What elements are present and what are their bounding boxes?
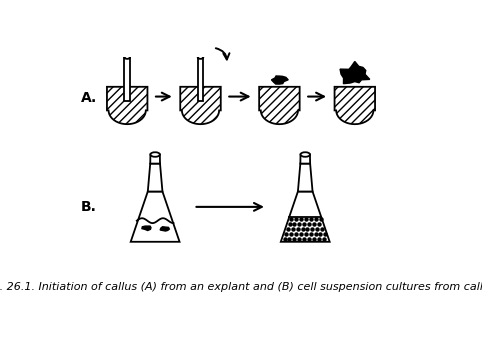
- Text: Fig. 26.1. Initiation of callus (A) from an explant and (B) cell suspension cult: Fig. 26.1. Initiation of callus (A) from…: [0, 282, 482, 292]
- Ellipse shape: [198, 56, 203, 59]
- Ellipse shape: [150, 152, 160, 157]
- Polygon shape: [150, 154, 160, 164]
- Polygon shape: [198, 43, 209, 54]
- Polygon shape: [281, 191, 330, 242]
- Polygon shape: [300, 154, 310, 164]
- Polygon shape: [335, 87, 375, 124]
- Text: A.: A.: [81, 91, 97, 105]
- Ellipse shape: [300, 152, 310, 157]
- Polygon shape: [298, 164, 312, 191]
- Polygon shape: [107, 87, 147, 124]
- Polygon shape: [180, 87, 221, 124]
- Polygon shape: [131, 191, 180, 242]
- Ellipse shape: [124, 56, 130, 59]
- Polygon shape: [148, 164, 162, 191]
- Polygon shape: [160, 227, 169, 231]
- Polygon shape: [271, 76, 288, 84]
- Text: B.: B.: [81, 200, 97, 214]
- Bar: [124, 58, 130, 101]
- Polygon shape: [259, 87, 300, 124]
- Polygon shape: [340, 61, 370, 84]
- Polygon shape: [142, 226, 151, 230]
- Bar: [198, 58, 203, 101]
